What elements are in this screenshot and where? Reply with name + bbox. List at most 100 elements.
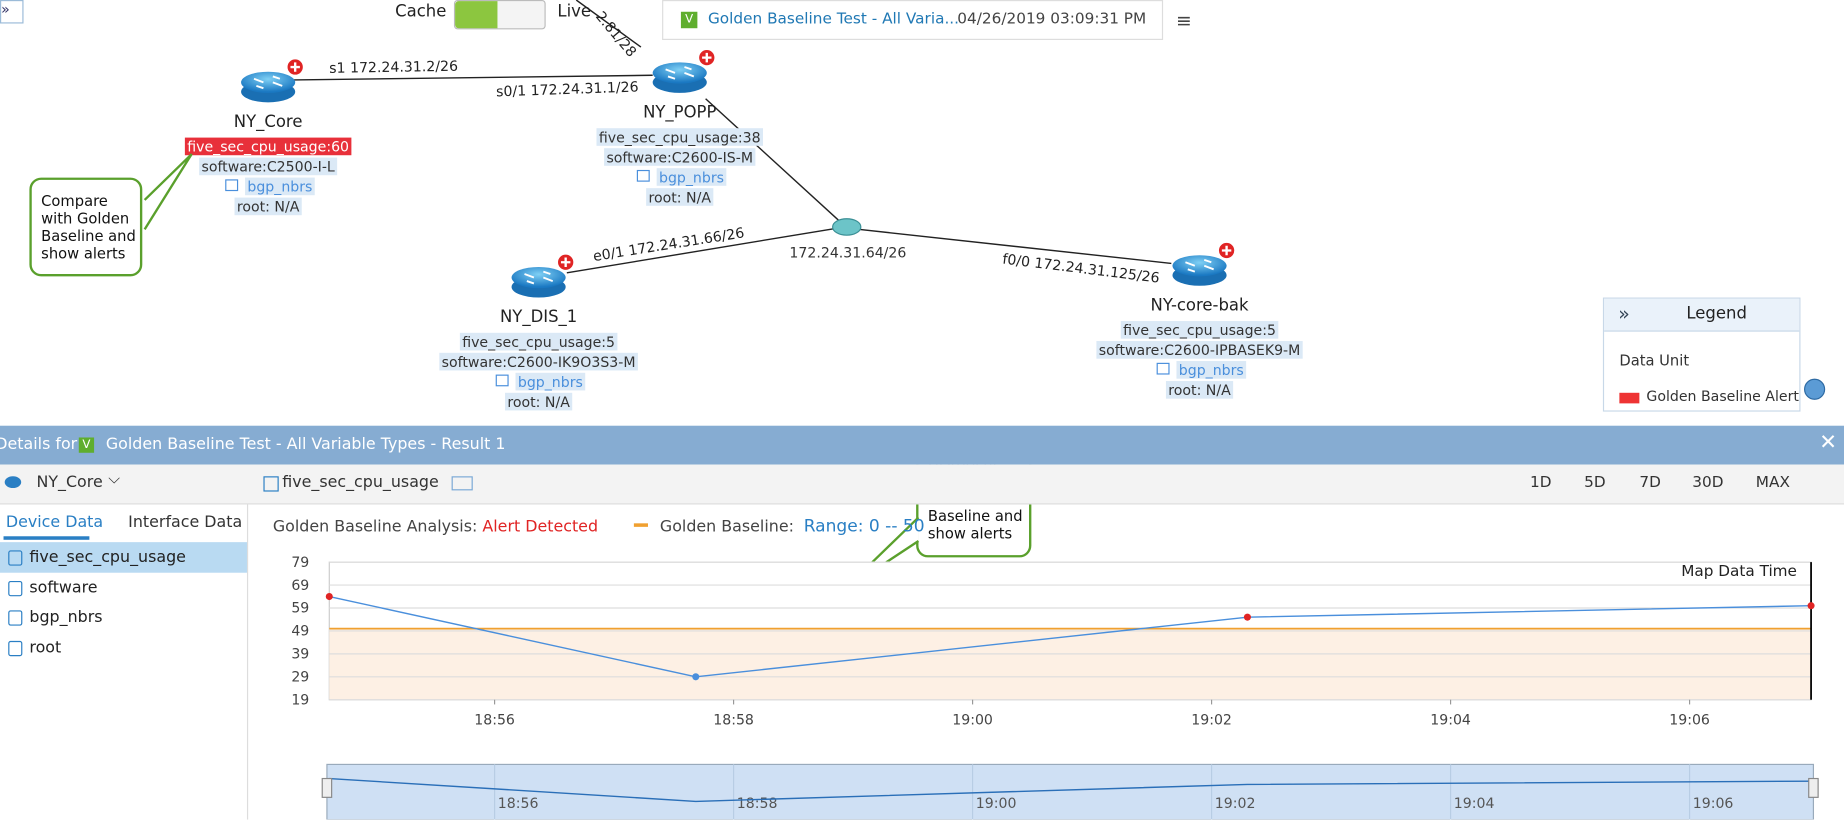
node-cpu: five_sec_cpu_usage:38	[599, 130, 761, 146]
table-icon	[636, 169, 650, 182]
x-tick-label: 19:04	[1430, 712, 1471, 728]
details-header: Details for V Golden Baseline Test - All…	[0, 425, 1844, 465]
variable-item[interactable]: software	[29, 578, 98, 597]
navigator-tick-label: 19:00	[976, 796, 1017, 812]
node-line-bg	[459, 332, 618, 351]
details-toolbar: NY_Core ⌵ five_sec_cpu_usage 1D 5D 7D 30D MA…	[0, 464, 1844, 505]
node-software: software:C2500-I-L	[201, 160, 334, 176]
chat-button[interactable]	[1804, 378, 1826, 400]
table-icon	[1156, 362, 1170, 375]
navigator-handle[interactable]	[1808, 777, 1819, 798]
node-line-bg	[439, 352, 638, 371]
analysis-label: Golden Baseline Analysis:	[272, 517, 478, 537]
point	[692, 673, 700, 681]
links	[293, 0, 1172, 274]
router[interactable]	[652, 48, 716, 93]
y-tick-label: 19	[291, 692, 309, 708]
router[interactable]	[511, 253, 575, 298]
node-name: NY-core-bak	[1151, 295, 1249, 314]
tab[interactable]: Interface Data	[128, 512, 243, 532]
alert-plus	[702, 52, 712, 63]
map-title: Golden Baseline Test - All Varia...	[707, 10, 960, 29]
node-line-bg	[656, 168, 727, 186]
tab-underline	[3, 536, 90, 540]
network-map: 172.24.31.64/26 s1 172.24.31.2/26 s0/1 172…	[184, 0, 1303, 411]
legend-item: Data Unit	[1619, 351, 1690, 370]
node-root: root: N/A	[648, 190, 711, 206]
table-icon	[225, 179, 239, 192]
baseline-label: Golden Baseline:	[659, 517, 794, 537]
baseline-band	[329, 628, 1812, 700]
node-root: root: N/A	[507, 395, 570, 411]
node-software: software:C2600-IK9O3S3-M	[442, 355, 636, 371]
router-arrows	[253, 75, 283, 90]
legend: » Legend Data Unit Golden Baseline Alert	[1602, 297, 1801, 412]
x-tick-label: 18:56	[474, 712, 515, 728]
sidebar: Device Data Interface Data five_sec_cpu_…	[0, 504, 249, 820]
node-line-bg	[646, 188, 714, 206]
alert-plus	[1221, 245, 1232, 256]
node-table: bgp_nbrs	[518, 375, 583, 391]
analysis-status: Alert Detected	[482, 517, 599, 537]
range-button[interactable]: 30D	[1692, 473, 1724, 492]
range-button[interactable]: MAX	[1755, 473, 1790, 492]
node-cpu: five_sec_cpu_usage:5	[1123, 323, 1276, 339]
router-arrows	[524, 270, 554, 285]
legend-title: Legend	[1686, 304, 1747, 324]
y-tick-label: 69	[291, 578, 309, 594]
alert-plus	[290, 62, 300, 72]
variable-icon	[8, 610, 23, 626]
node-table: bgp_nbrs	[1179, 363, 1244, 379]
device-dropdown[interactable]: ⌵	[108, 470, 120, 489]
link-label: s0/1 172.24.31.1/26	[496, 79, 639, 100]
series-line	[329, 595, 1812, 678]
x-tick-label: 19:02	[1191, 712, 1232, 728]
y-tick-label: 79	[291, 555, 309, 571]
router-arrows	[1185, 259, 1214, 273]
router-arrows	[665, 66, 695, 80]
range-button[interactable]: 1D	[1530, 473, 1552, 492]
point	[1243, 613, 1251, 621]
y-tick-label: 49	[291, 624, 309, 640]
expand-button[interactable]: »	[0, 0, 24, 24]
navigator-tick-label: 18:58	[737, 796, 778, 812]
navigator-tick-label: 19:04	[1454, 796, 1495, 812]
y-tick-label: 29	[291, 670, 309, 686]
router[interactable]	[241, 58, 305, 103]
hub-icon	[832, 218, 862, 236]
navigator-line	[329, 777, 1812, 803]
variable-icon	[263, 476, 279, 492]
node-line-bg	[515, 372, 586, 391]
range-button[interactable]: 5D	[1584, 473, 1606, 492]
view-button[interactable]	[451, 476, 473, 491]
legend-header: » Legend	[1604, 298, 1800, 332]
point	[1807, 602, 1815, 610]
node-line-bg	[245, 177, 315, 196]
node-table: bgp_nbrs	[247, 180, 312, 196]
node-name: NY_POPP	[643, 103, 716, 123]
live-label: Live	[557, 2, 592, 22]
variable-item[interactable]: root	[29, 637, 62, 657]
device-select[interactable]: NY_Core	[36, 472, 103, 492]
variable-icon	[8, 640, 23, 656]
node-name: NY_Core	[234, 112, 303, 132]
variable-item[interactable]: five_sec_cpu_usage	[29, 548, 186, 567]
navigator-handle[interactable]	[321, 777, 333, 798]
router[interactable]	[1172, 241, 1236, 286]
navigator	[326, 763, 1815, 820]
legend-collapse[interactable]: »	[1618, 302, 1630, 325]
variable-item[interactable]: bgp_nbrs	[29, 608, 103, 627]
tab[interactable]: Device Data	[5, 512, 104, 532]
close-button[interactable]: ✕	[1819, 430, 1838, 456]
map-tab[interactable]: V Golden Baseline Test - All Varia... 04…	[662, 0, 1164, 40]
range-button[interactable]: 7D	[1639, 473, 1661, 492]
node-cpu: five_sec_cpu_usage:5	[462, 335, 615, 351]
menu-button[interactable]: ≡	[1176, 9, 1192, 32]
navigator-tick-label: 18:56	[498, 796, 539, 812]
node-line-bg	[234, 197, 302, 216]
router-top	[241, 71, 296, 93]
cache-toggle[interactable]	[453, 0, 546, 30]
node-root: root: N/A	[237, 200, 300, 216]
navigator-tick-label: 19:02	[1215, 796, 1256, 812]
